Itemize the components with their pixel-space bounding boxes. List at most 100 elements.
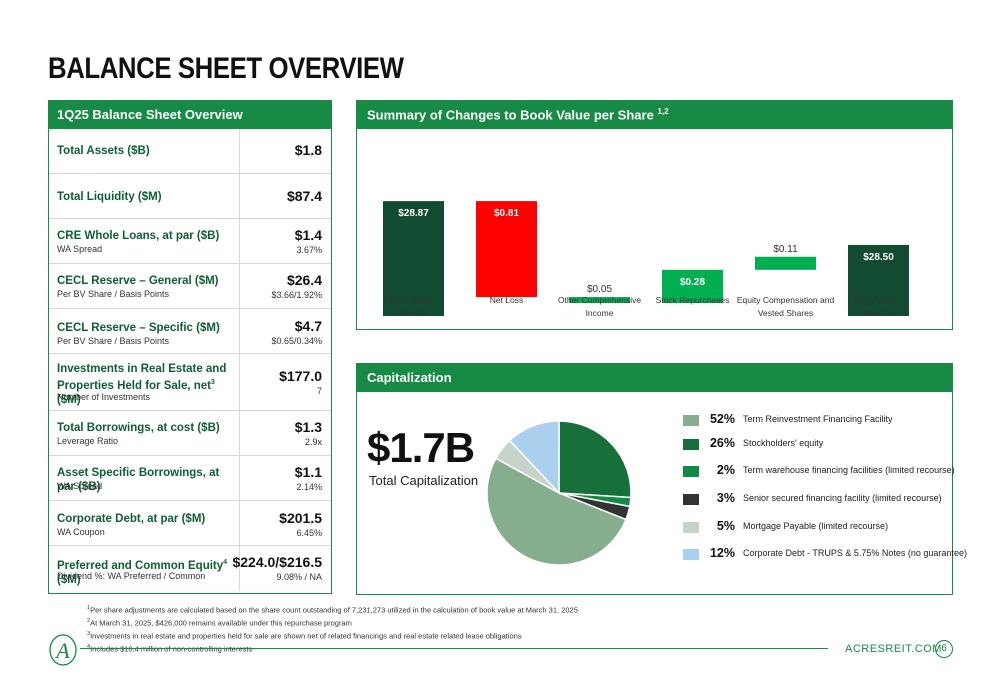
category-label: Equity Compensation and xyxy=(737,295,835,305)
row-sub-value: 3.67% xyxy=(296,245,322,255)
waterfall-bar xyxy=(755,256,816,270)
table-row: Preferred and Common Equity4 ($M) Divide… xyxy=(49,546,331,591)
data-label: $0.28 xyxy=(680,277,705,288)
row-sub-value: $0.65/0.34% xyxy=(271,336,322,346)
capitalization-pie-chart xyxy=(487,420,632,566)
category-label: Stock Repurchases xyxy=(656,295,730,305)
legend-swatch xyxy=(683,494,699,505)
book-value-waterfall-chart: $28.87 Book Value - Dec `24 $0.81 Net Loss $0… xyxy=(383,201,909,318)
waterfall-bar xyxy=(848,244,909,316)
legend-label: Mortgage Payable (limited recourse) xyxy=(743,521,889,531)
category-label: Other Comprehensive xyxy=(558,295,641,305)
data-label: $28.87 xyxy=(398,208,429,219)
row-value: $4.7 xyxy=(294,318,322,334)
row-sub-label: WA Coupon xyxy=(57,527,105,537)
total-capitalization-value: $1.7B xyxy=(367,424,475,471)
table-row: CECL Reserve – Specific ($M) Per BV Shar… xyxy=(49,309,331,354)
legend-item: 12% Corporate Debt - TRUPS & 5.75% Notes … xyxy=(683,546,967,564)
legend-swatch xyxy=(683,522,699,533)
row-label: Total Assets ($B) xyxy=(57,145,150,157)
pie-slice xyxy=(508,420,560,495)
row-sub-value: $3.66/1.92% xyxy=(271,290,322,300)
legend-percent: 3% xyxy=(716,491,735,505)
legend-item: 2% Term warehouse financing facilities (l… xyxy=(683,463,955,481)
footnote-ref: 3 xyxy=(211,379,215,386)
footnotes: 1Per share adjustments are calculated ba… xyxy=(87,603,578,655)
footnote: 1Per share adjustments are calculated ba… xyxy=(87,603,578,616)
footnote-number: 1 xyxy=(87,605,91,611)
capitalization-title: Capitalization xyxy=(357,364,952,392)
book-value-chart-title: Summary of Changes to Book Value per Sha… xyxy=(357,101,952,129)
category-label: Income xyxy=(586,308,614,318)
row-sub-label: WA Spread xyxy=(57,481,103,491)
row-value: $1.8 xyxy=(294,142,322,158)
footnote: 3Investments in real estate and properti… xyxy=(87,629,578,642)
row-label: CECL Reserve – General ($M) xyxy=(57,275,219,287)
table-row: Total Liquidity ($M) $87.4 xyxy=(49,174,331,219)
page-number: 6 xyxy=(935,640,953,658)
book-value-chart-panel: Summary of Changes to Book Value per Sha… xyxy=(356,100,953,330)
footnote: 4Includes $10.4 million of non-controlli… xyxy=(87,642,578,655)
row-label: CECL Reserve – Specific ($M) xyxy=(57,322,220,334)
chart-title-text: Summary of Changes to Book Value per Sha… xyxy=(367,107,654,123)
waterfall-bar xyxy=(569,297,630,303)
legend-label: Senior secured financing facility (limit… xyxy=(743,493,942,503)
logo-letter: A xyxy=(54,638,70,663)
acres-logo: A xyxy=(49,634,77,666)
row-sub-label: Number of Investments xyxy=(57,392,151,402)
footnote-text: At March 31, 2025, $426,000 remains avai… xyxy=(90,618,352,628)
row-label-suffix: ($M) xyxy=(57,573,81,586)
row-label: Asset Specific Borrowings, at par ($B) xyxy=(57,467,220,493)
row-label: CRE Whole Loans, at par ($B) xyxy=(57,230,220,242)
waterfall-bar xyxy=(383,201,444,316)
row-label: Corporate Debt, at par ($M) xyxy=(57,513,206,525)
row-sub-label: Dividend %: WA Preferred / Common xyxy=(57,571,206,581)
website-link[interactable]: ACRESREIT.COM xyxy=(845,643,942,655)
row-value: $201.5 xyxy=(279,510,322,526)
capitalization-panel: Capitalization $1.7B Total Capitalizatio… xyxy=(356,363,967,595)
footnote-number: 3 xyxy=(87,631,91,637)
legend-item: 26% Stockholders' equity xyxy=(683,436,953,454)
row-label-main: Preferred and Common Equity xyxy=(57,559,224,572)
row-value: $26.4 xyxy=(286,272,322,288)
legend-swatch xyxy=(683,466,699,477)
row-label-line2: Properties Held for Sale, net xyxy=(57,379,212,392)
footnote: 2At March 31, 2025, $426,000 remains ava… xyxy=(87,616,578,629)
legend-percent: 52% xyxy=(709,412,735,426)
category-label: Vested Shares xyxy=(758,308,813,318)
balance-sheet-table: 1Q25 Balance Sheet Overview Total Assets… xyxy=(48,100,332,594)
row-value: $177.0 xyxy=(279,368,322,384)
pie-slice xyxy=(487,457,627,566)
data-label: $0.11 xyxy=(773,244,798,255)
row-sub-value: 7 xyxy=(316,386,322,396)
total-capitalization-label: Total Capitalization xyxy=(369,473,479,488)
footnote-text: Per share adjustments are calculated bas… xyxy=(90,605,578,615)
row-sub-label: WA Spread xyxy=(57,244,103,254)
legend-swatch xyxy=(683,549,699,560)
category-label: Book Value - xyxy=(389,295,437,305)
row-label: Total Borrowings, at cost ($B) xyxy=(57,422,220,434)
table-row: Total Borrowings, at cost ($B) Leverage … xyxy=(49,411,331,456)
legend-label: Corporate Debt - TRUPS & 5.75% Notes (no… xyxy=(743,548,967,558)
row-label: Total Liquidity ($M) xyxy=(57,191,162,203)
footnote-ref: 1,2 xyxy=(657,107,669,116)
legend-item: 3% Senior secured financing facility (lim… xyxy=(683,491,953,509)
row-value: $1.4 xyxy=(294,227,322,243)
legend-label: Term Reinvestment Financing Facility xyxy=(743,414,893,424)
table-row: CRE Whole Loans, at par ($B) WA Spread $… xyxy=(49,219,331,264)
pie-slice xyxy=(558,420,632,499)
category-label: Net Loss xyxy=(490,295,524,305)
row-sub-label: Leverage Ratio xyxy=(57,436,119,446)
legend-percent: 26% xyxy=(709,436,735,450)
legend-label: Term warehouse financing facilities (lim… xyxy=(743,465,955,475)
table-row: Total Assets ($B) $1.8 xyxy=(49,129,331,174)
row-sub-label: Per BV Share / Basis Points xyxy=(57,289,170,299)
legend-label: Stockholders' equity xyxy=(743,438,824,448)
row-label: Preferred and Common Equity4 ($M) xyxy=(57,556,237,587)
row-label: Investments in Real Estate and Propertie… xyxy=(57,362,237,407)
data-label: $0.81 xyxy=(494,208,519,219)
category-label: Dec `24 xyxy=(399,308,429,318)
footnote-text: Investments in real estate and propertie… xyxy=(90,631,522,641)
footnote-text: Includes $10.4 million of non-controllin… xyxy=(90,644,253,654)
row-value: $1.1 xyxy=(294,464,322,480)
